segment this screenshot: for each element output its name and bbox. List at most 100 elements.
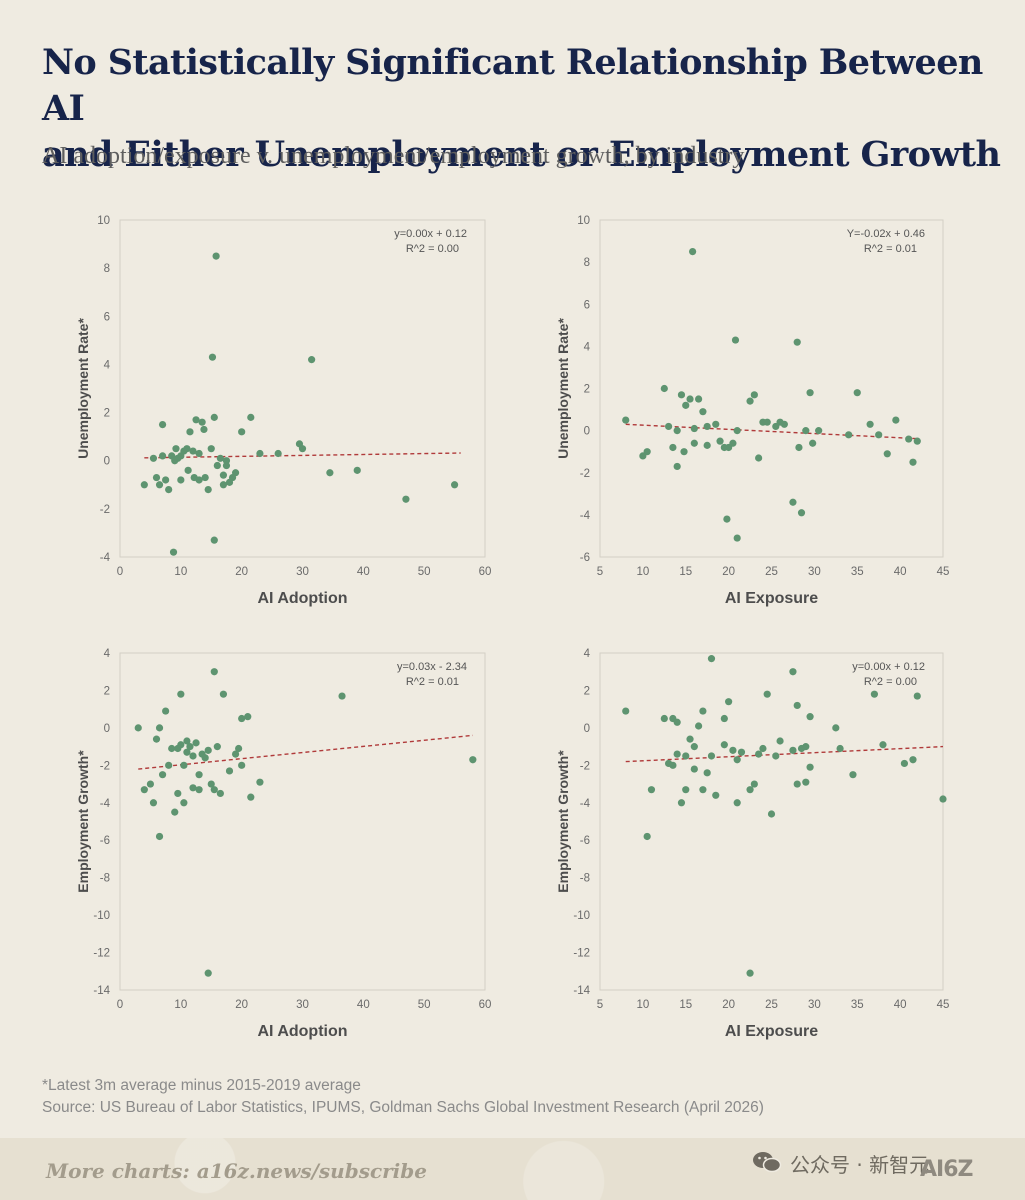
data-point (192, 416, 200, 424)
data-point (216, 454, 224, 462)
data-point (682, 786, 690, 794)
plot-area (599, 652, 944, 991)
data-point (213, 461, 221, 470)
data-point (900, 759, 909, 768)
x-tick-label: 15 (679, 999, 692, 1011)
data-point (772, 752, 780, 760)
data-point (660, 714, 668, 723)
data-point (219, 471, 228, 479)
data-point (195, 449, 203, 458)
data-point (195, 771, 203, 779)
data-point (183, 748, 191, 756)
y-axis-label: Employment Growth* (75, 750, 91, 893)
data-point (695, 395, 703, 403)
data-point (707, 752, 716, 760)
data-point (870, 690, 879, 698)
data-point (763, 690, 771, 698)
title-line-2: and Either Unemployment or Employment Gr… (42, 134, 1001, 175)
wechat-icon (753, 1152, 782, 1173)
x-tick-label: 60 (479, 566, 492, 578)
data-point (177, 741, 185, 749)
data-point (168, 744, 176, 753)
footer-band (0, 1138, 1025, 1200)
data-point (665, 422, 673, 431)
y-tick-label: -4 (100, 798, 111, 810)
x-tick-label: 45 (937, 566, 950, 578)
data-point (238, 428, 246, 436)
y-tick-label: 8 (104, 263, 110, 275)
data-point (155, 832, 164, 841)
a16z-logo: AI6Z (920, 1157, 973, 1182)
x-tick-label: 45 (937, 999, 950, 1011)
y-tick-label: 6 (104, 311, 110, 323)
y-tick-label: 0 (584, 723, 590, 735)
chart-subtitle: AI adoption/exposure v. unemployment/emp… (42, 143, 745, 169)
data-point (677, 391, 686, 399)
y-tick-label: 0 (104, 456, 110, 468)
data-point (186, 743, 194, 751)
trend-line (144, 452, 461, 459)
data-point (866, 420, 874, 428)
data-point (298, 445, 307, 453)
data-point (686, 395, 694, 403)
data-point (210, 786, 218, 794)
y-axis-label: Unemployment Rate* (75, 318, 91, 459)
data-point (207, 445, 215, 453)
data-point (699, 408, 707, 416)
x-axis-label: AI Adoption (257, 1023, 347, 1040)
x-tick-label: 5 (597, 999, 603, 1011)
data-point (184, 466, 192, 474)
data-point (208, 353, 217, 361)
data-point (836, 744, 844, 753)
x-tick-label: 10 (174, 999, 187, 1011)
y-tick-label: -10 (573, 910, 590, 922)
x-tick-label: 40 (894, 999, 907, 1011)
data-point (755, 750, 763, 758)
x-tick-label: 5 (597, 566, 603, 578)
scatter-panel-3: 0 10 20 30 40 50 60 -14 -12 -10 -8 -6 -4 -2 0 2 4 AI Adop… (75, 648, 491, 1040)
y-tick-label: 0 (584, 426, 590, 438)
data-point (231, 469, 240, 477)
x-tick-label: 35 (851, 999, 864, 1011)
data-point (158, 452, 167, 460)
data-point (746, 786, 754, 794)
x-tick-label: 30 (296, 999, 309, 1011)
data-point (204, 486, 212, 494)
data-point (177, 690, 185, 698)
data-point (695, 722, 703, 730)
data-point (622, 707, 630, 715)
data-point (776, 737, 784, 745)
data-point (165, 486, 173, 494)
data-point (755, 454, 763, 462)
data-point (219, 690, 228, 698)
regression-equation: Y=-0.02x + 0.46 (847, 228, 925, 240)
data-point (763, 418, 771, 426)
data-point (809, 439, 817, 447)
x-tick-label: 0 (117, 566, 123, 578)
data-point (201, 754, 209, 762)
data-point (204, 969, 212, 977)
trend-line (625, 745, 944, 763)
y-axis-label: Unemployment Rate* (555, 318, 571, 459)
watermark-text: 公众号 · 新智元 (790, 1153, 930, 1177)
data-point (673, 750, 681, 758)
y-tick-label: 2 (584, 685, 590, 697)
data-point (186, 428, 194, 436)
data-point (183, 737, 191, 745)
y-tick-label: -12 (573, 948, 590, 960)
r-squared-label: R^2 = 0.00 (406, 243, 459, 255)
r-squared-label: R^2 = 0.01 (406, 676, 459, 688)
data-point (155, 724, 164, 732)
data-point (198, 418, 206, 426)
data-point (909, 458, 917, 466)
data-point (793, 701, 801, 710)
scatter-panel-4: 5 10 15 20 25 30 35 40 45 -14 -12 -10 -8 -6 -4 -2 0 2 4 AI … (555, 648, 949, 1040)
data-point (883, 450, 891, 458)
y-tick-label: -8 (580, 873, 590, 885)
data-point (200, 425, 208, 434)
data-point (746, 397, 754, 405)
footer-link[interactable]: More charts: a16z.news/subscribe (46, 1159, 427, 1183)
x-tick-label: 50 (418, 566, 431, 578)
data-point (879, 741, 887, 749)
data-point (690, 439, 698, 447)
